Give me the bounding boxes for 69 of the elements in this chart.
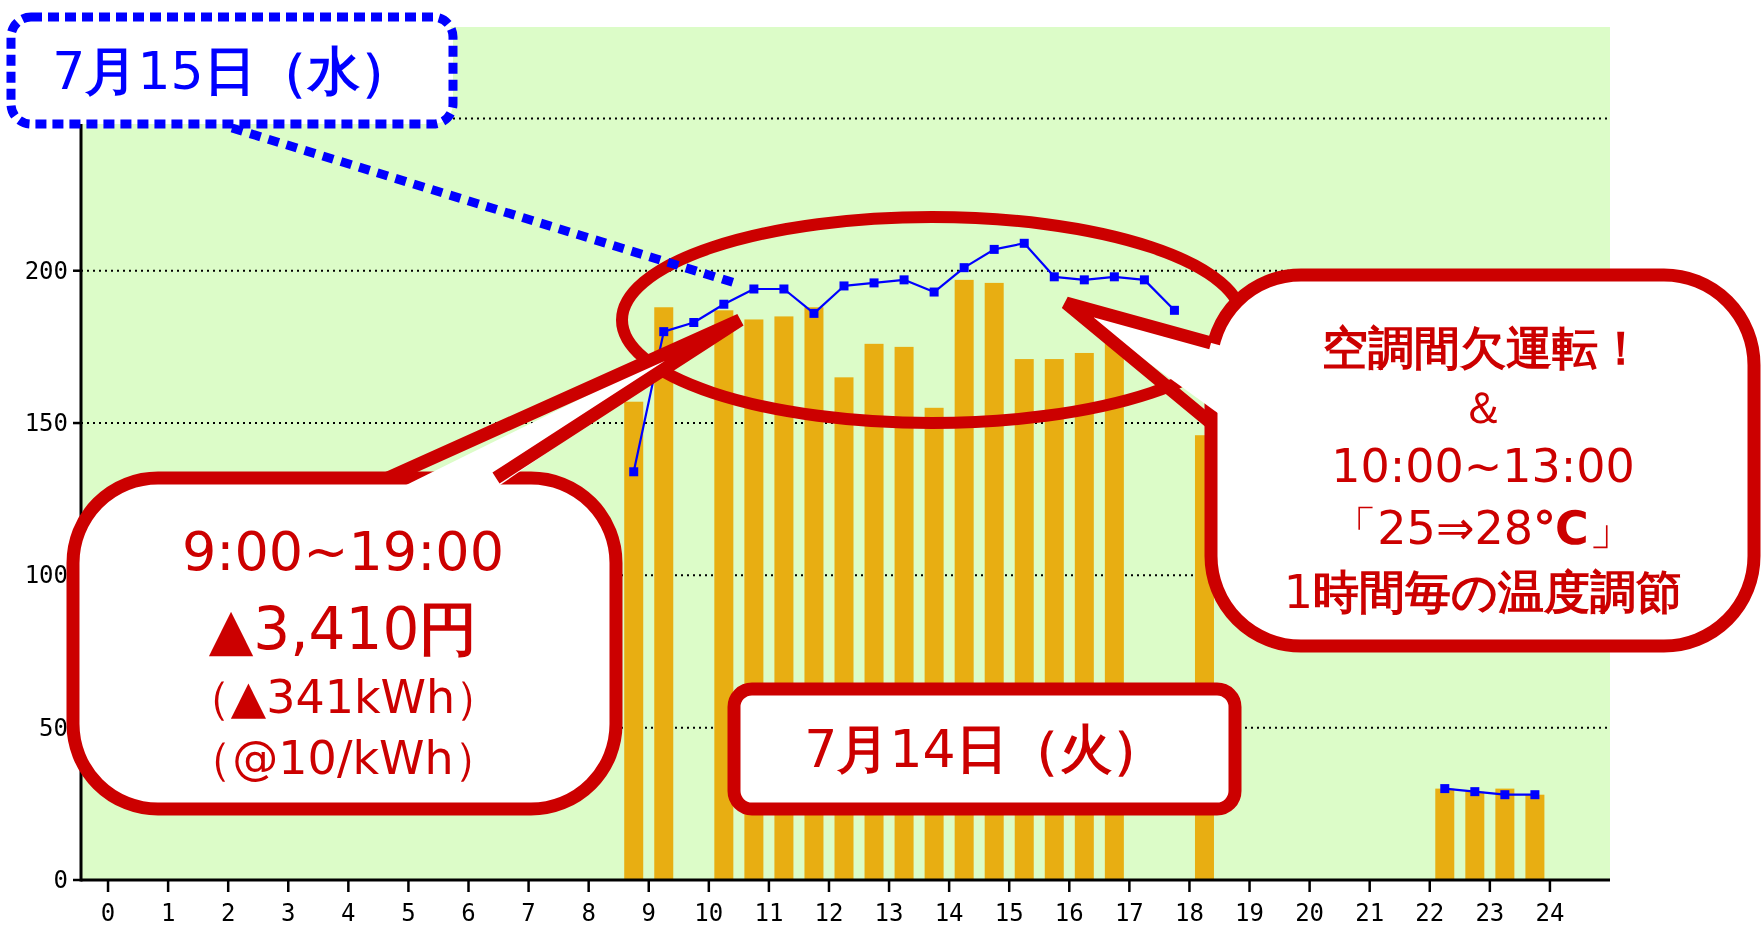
x-tick-label: 22	[1415, 899, 1445, 927]
x-tick-label: 2	[220, 899, 236, 927]
annotation: （@10/kWh）	[186, 731, 500, 785]
annotation: 10:00~13:00	[1331, 439, 1635, 493]
x-tick-label: 21	[1355, 899, 1385, 927]
point	[929, 287, 939, 297]
point	[1019, 238, 1029, 248]
x-tick-label: 0	[100, 899, 116, 927]
x-tick-label: 3	[281, 899, 296, 927]
annotation: 「25⇒28℃」	[1331, 501, 1635, 555]
bar	[1495, 788, 1515, 880]
point	[989, 244, 999, 254]
x-tick-label: 24	[1535, 899, 1565, 927]
x-tick-label: 5	[401, 899, 416, 927]
bar	[714, 310, 734, 880]
bar	[1465, 791, 1485, 880]
annotation: ▲3,410円	[208, 595, 478, 663]
x-tick-label: 1	[160, 899, 176, 927]
bar	[1435, 788, 1455, 880]
point	[809, 308, 819, 318]
x-tick-label: 12	[814, 899, 844, 927]
point	[629, 467, 639, 477]
x-tick-label: 6	[461, 899, 476, 927]
x-tick-label: 9	[641, 899, 656, 927]
x-tick-label: 23	[1475, 899, 1505, 927]
x-tick-label: 11	[754, 899, 784, 927]
x-tick-label: 10	[694, 899, 724, 927]
point	[1530, 790, 1540, 800]
x-tick-label: 17	[1114, 899, 1144, 927]
x-tick-label: 19	[1235, 899, 1264, 927]
point	[869, 278, 879, 288]
y-tick-label: 0	[53, 866, 68, 894]
point	[1500, 790, 1510, 800]
y-tick-label: 150	[24, 409, 68, 438]
point	[1169, 305, 1179, 315]
point	[1440, 784, 1450, 794]
point	[959, 263, 969, 273]
point	[839, 281, 849, 291]
annotation: 1時間毎の温度調節	[1283, 565, 1683, 619]
bar	[624, 401, 644, 880]
point	[899, 275, 909, 285]
annotation: 9:00~19:00	[181, 519, 505, 583]
point	[1079, 275, 1089, 285]
point	[719, 299, 729, 309]
y-tick-label: 50	[39, 713, 68, 742]
x-tick-label: 13	[874, 899, 904, 927]
x-tick-label: 4	[341, 899, 356, 927]
point	[749, 284, 759, 294]
annotation: ＆	[1461, 381, 1505, 433]
point	[659, 327, 669, 337]
y-tick-label: 200	[24, 256, 68, 285]
bar	[1525, 794, 1545, 880]
x-tick-label: 14	[934, 899, 964, 927]
y-tick-label: 100	[24, 561, 68, 590]
point	[1109, 272, 1119, 282]
x-tick-label: 15	[994, 899, 1024, 927]
point	[1139, 275, 1149, 285]
point	[779, 284, 789, 294]
x-tick-label: 7	[521, 899, 536, 927]
x-tick-label: 18	[1175, 899, 1204, 927]
point	[1049, 272, 1059, 282]
x-tick-label: 20	[1295, 899, 1325, 927]
x-tick-label: 16	[1054, 899, 1084, 927]
point	[689, 318, 699, 327]
x-tick-label: 8	[581, 899, 596, 927]
point	[1470, 787, 1480, 797]
bar	[654, 307, 674, 880]
annotation: （▲341kWh）	[184, 670, 502, 724]
annotation: 空調間欠運転！	[1322, 321, 1644, 375]
